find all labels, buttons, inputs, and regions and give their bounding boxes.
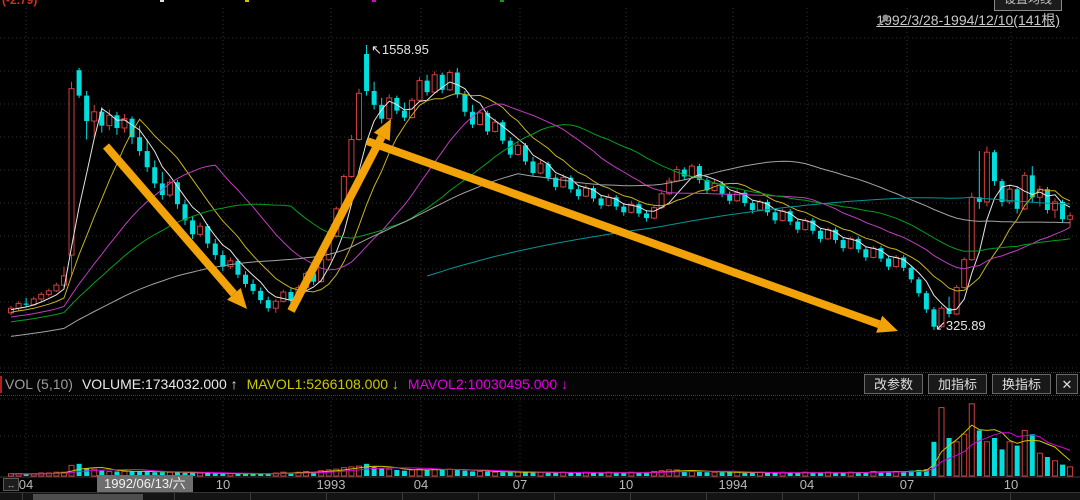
x-axis-label: 04 [18,477,34,492]
volume-up-arrow: ↑ [230,376,238,392]
annotation-arrowhead-1 [227,287,247,309]
add-indicator-button[interactable]: 加指标 [927,374,987,394]
x-axis-label: 07 [899,477,915,492]
ma-line-MA5 [10,81,1071,311]
scrollbar-tick [554,493,555,500]
main-chart-canvas[interactable]: ↖1558.95 ↙325.89 [0,0,1080,374]
ma-line-MA10 [10,92,1071,313]
change-params-button[interactable]: 改参数 [863,374,923,394]
mavol1-down-arrow: ↓ [391,376,399,392]
x-axis-label: 10 [618,477,634,492]
trough-price-label: ↙325.89 [935,318,986,333]
horizontal-scrollbar[interactable] [0,492,1080,500]
ma-settings-button[interactable]: 设置均线 [993,0,1062,11]
clipped-quote-text: (-2.79) [2,0,38,7]
date-range-row: 1992/3/28-1994/12/10(141根) [876,10,1060,30]
ma-line-MA20 [10,103,1071,318]
clipped-legend-fragment [245,0,249,2]
scrollbar-tick [326,493,327,500]
clipped-legend-fragment [372,0,376,2]
mavol-line-MAVOL1 [11,424,1071,475]
scrollbar-tick [250,493,251,500]
scrollbar-tick [402,493,403,500]
pin-icon[interactable] [876,13,891,28]
vol-indicator-label[interactable]: VOL (5,10) [5,376,73,392]
x-axis: ↔ 04 10 1993 04 07 10 1994 04 07 10 1992/06/13/六 [0,475,1080,493]
scrollbar-tick [174,493,175,500]
mavol-line-MAVOL2 [11,432,1071,475]
x-axis-label: 04 [799,477,815,492]
date-range-link[interactable]: 1992/3/28-1994/12/10(141根) [876,12,1060,28]
ma-line-MA30 [10,124,1071,323]
indicator-buttons: 改参数 加指标 换指标 ✕ [859,374,1078,394]
cursor-date-tooltip: 1992/06/13/六 [97,475,193,493]
ma-line-MA120 [426,196,1071,277]
annotation-arrow-3 [365,137,881,329]
annotation-arrow-2 [287,134,386,313]
volume-bars-layer [8,403,1074,477]
scrollbar-tick [782,493,783,500]
scrollbar-thumb[interactable] [33,494,143,500]
annotation-arrowhead-3 [876,315,898,333]
close-pane-button[interactable]: ✕ [1056,374,1078,394]
candles-layer [8,45,1074,330]
scrollbar-tick [858,493,859,500]
peak-price-label: ↖1558.95 [371,42,429,57]
x-axis-label: 10 [215,477,231,492]
scrollbar-tick [630,493,631,500]
volume-value: VOLUME:1734032.000 ↑ [81,376,238,392]
annotation-arrow-1 [102,143,237,297]
clipped-legend-fragment [160,0,164,2]
x-axis-label: 10 [1003,477,1019,492]
x-axis-label: 1994 [718,477,748,492]
annotation-arrowhead-2 [373,119,391,141]
scrollbar-tick [1010,493,1011,500]
x-axis-label: 04 [413,477,429,492]
scrollbar-tick [478,493,479,500]
mavol2-down-arrow: ↓ [561,376,568,392]
pager-icon[interactable]: ↔ [3,478,19,491]
scrollbar-tick [706,493,707,500]
mavol1-value: MAVOL1:5266108.000 ↓ [246,376,399,392]
volume-pane-header: VOL (5,10) VOLUME:1734032.000 ↑ MAVOL1:5… [0,372,1080,396]
clipped-legend-fragment [500,0,504,2]
scrollbar-tick [22,493,23,500]
ma-line-MA60 [10,160,1071,337]
x-axis-label: 07 [512,477,528,492]
volume-chart-canvas[interactable] [0,397,1080,478]
scrollbar-tick [934,493,935,500]
x-axis-label: 1993 [316,477,346,492]
mavol2-value: MAVOL2:10030495.000 ↓ [407,376,568,392]
left-position-marker [0,375,2,393]
switch-indicator-button[interactable]: 换指标 [991,374,1051,394]
